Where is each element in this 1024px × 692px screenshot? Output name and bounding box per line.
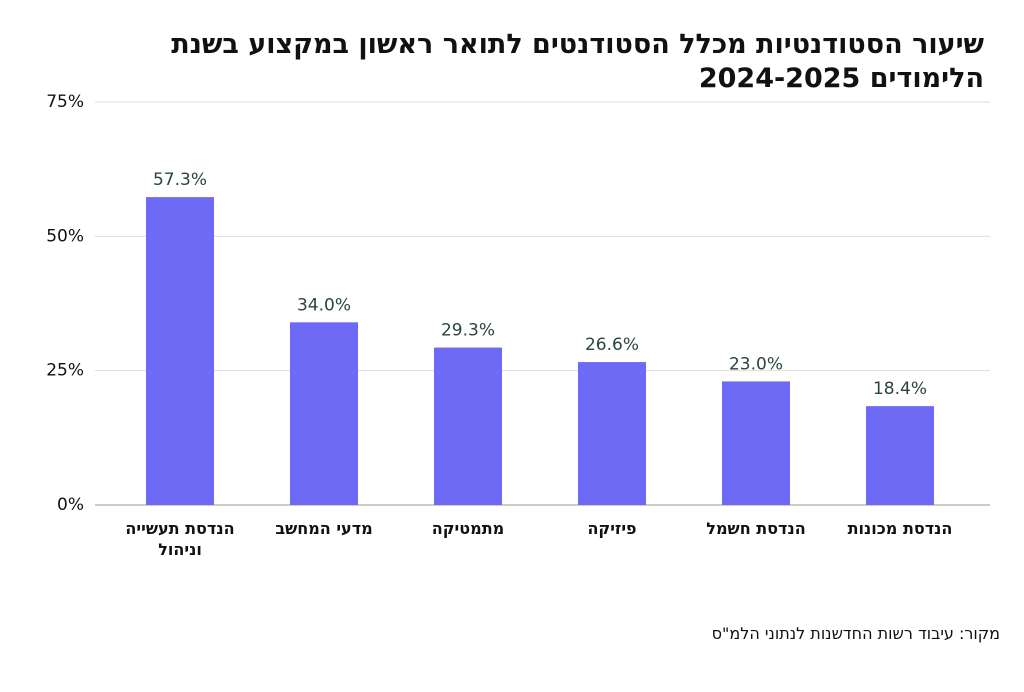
value-label: 23.0% (729, 354, 783, 374)
y-tick-label: 50% (46, 226, 84, 246)
x-tick-label: הנדסת תעשייה וניהול (125, 519, 235, 559)
chart-title: שיעור הסטודנטיות מכלל הסטודנטים לתואר רא… (171, 29, 984, 94)
bar (578, 362, 646, 505)
bar (434, 347, 502, 505)
y-tick-label: 25% (46, 361, 84, 381)
bar (290, 322, 358, 505)
x-tick-label: מדעי המחשב (275, 519, 373, 538)
x-tick-label: הנדסת חשמל (706, 519, 806, 538)
y-tick-label: 0% (57, 495, 84, 515)
value-label: 57.3% (153, 170, 207, 190)
y-tick-label: 75% (46, 92, 84, 112)
source-note: מקור: עיבוד רשות החדשנות לנתוני הלמ"ס (711, 624, 1000, 643)
value-label: 18.4% (873, 379, 927, 399)
x-tick-label: הנדסת מכונות (847, 519, 953, 538)
bar (722, 381, 790, 505)
x-tick-label: מתמטיקה (431, 519, 505, 538)
value-label: 26.6% (585, 335, 639, 355)
value-label: 29.3% (441, 321, 495, 341)
x-tick-label: פיזיקה (587, 519, 637, 538)
value-label: 34.0% (297, 295, 351, 315)
bar (866, 406, 934, 505)
bar (146, 197, 214, 505)
